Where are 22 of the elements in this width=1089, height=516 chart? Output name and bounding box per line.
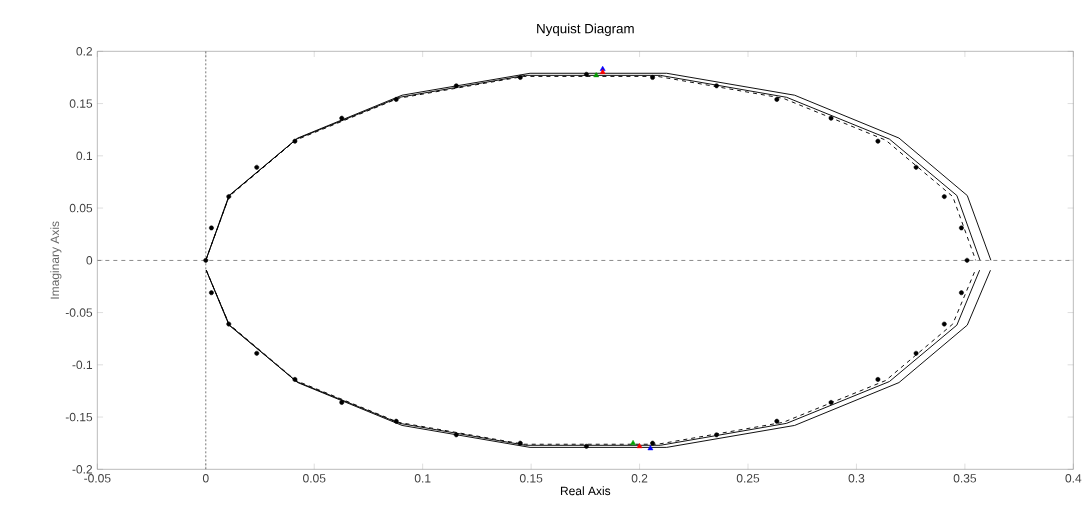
y-tick-label: -0.15 <box>65 412 93 422</box>
x-tick-label: 0.3 <box>848 474 865 483</box>
x-tick-label: 0.35 <box>953 474 977 483</box>
x-tick-label: 0 <box>202 474 209 483</box>
y-tick-label: 0.15 <box>69 99 93 108</box>
x-axis-title: Real Axis <box>560 486 611 496</box>
x-tick-label: 0.15 <box>519 474 543 483</box>
y-tick-label: 0.1 <box>76 151 93 161</box>
x-tick-label: 0.4 <box>1065 474 1082 483</box>
y-tick-label: 0.2 <box>76 47 93 56</box>
chart-title: Nyquist Diagram <box>537 23 634 36</box>
y-tick-label: 0.05 <box>69 203 93 213</box>
y-tick-label: -0.05 <box>65 308 93 317</box>
x-tick-label: 0.1 <box>414 474 431 483</box>
x-tick-label: 0.05 <box>303 474 326 483</box>
y-axis-title: Imaginary Axis <box>50 221 62 299</box>
x-tick-label: 0.2 <box>631 474 648 483</box>
y-tick-label: -0.1 <box>72 360 93 370</box>
x-tick-label: 0.25 <box>736 474 760 483</box>
y-tick-label: -0.2 <box>72 465 93 474</box>
y-tick-label: 0 <box>86 256 93 265</box>
x-tick-label: -0.05 <box>84 474 111 483</box>
